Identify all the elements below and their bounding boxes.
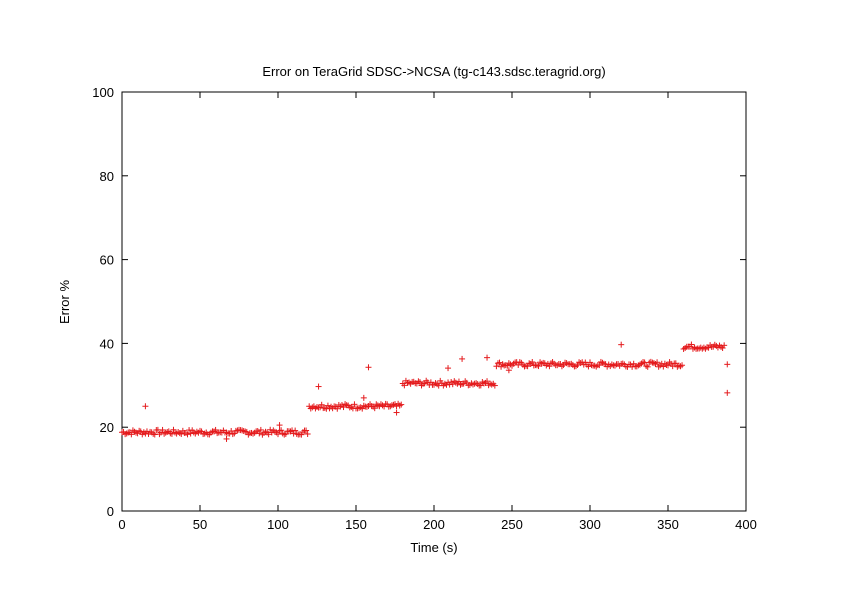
data-point — [393, 409, 400, 416]
data-point — [315, 383, 322, 390]
x-tick-label: 350 — [657, 517, 679, 532]
x-axis-label: Time (s) — [410, 540, 457, 555]
plot-frame — [121, 91, 747, 512]
y-axis-label: Error % — [57, 280, 72, 325]
data-point — [644, 363, 651, 370]
data-point — [240, 427, 247, 434]
data-point — [554, 362, 561, 369]
y-tick-label: 100 — [92, 85, 114, 100]
data-point — [159, 426, 166, 433]
data-points — [119, 341, 731, 442]
data-point — [276, 422, 283, 429]
data-point — [278, 427, 285, 434]
data-point — [371, 405, 378, 412]
data-point — [618, 341, 625, 348]
data-point — [491, 382, 498, 389]
data-point — [529, 359, 536, 366]
data-point — [535, 363, 542, 370]
data-point — [677, 363, 684, 370]
y-tick-label: 0 — [107, 504, 114, 519]
data-point — [516, 359, 523, 366]
data-point — [665, 362, 671, 369]
data-point — [679, 362, 686, 369]
data-point — [239, 427, 246, 434]
x-tick-label: 100 — [267, 517, 289, 532]
data-point — [401, 382, 408, 389]
data-point — [265, 431, 272, 438]
data-point — [357, 404, 364, 411]
data-point — [477, 382, 484, 389]
data-point — [494, 360, 501, 367]
x-tick-label: 50 — [193, 517, 207, 532]
data-point — [445, 365, 452, 372]
data-point — [585, 363, 592, 370]
data-point — [162, 429, 169, 436]
data-point — [537, 359, 544, 366]
y-tick-label: 40 — [100, 336, 114, 351]
x-tick-label: 200 — [423, 517, 445, 532]
data-point — [691, 344, 698, 351]
y-tick-label: 80 — [100, 169, 114, 184]
data-point — [630, 360, 637, 367]
data-point — [318, 401, 325, 408]
data-point — [724, 389, 731, 396]
data-point — [334, 405, 341, 412]
data-point — [650, 360, 657, 367]
data-point — [593, 363, 600, 370]
data-point — [484, 354, 491, 361]
data-point — [351, 401, 358, 408]
data-point — [672, 360, 679, 367]
x-tick-label: 400 — [735, 517, 757, 532]
y-tick-label: 20 — [100, 420, 114, 435]
data-point — [718, 343, 725, 350]
data-point — [505, 367, 512, 374]
data-point — [184, 431, 191, 438]
data-point — [398, 401, 405, 408]
data-point — [142, 403, 149, 410]
data-point — [257, 426, 264, 433]
data-point — [688, 341, 695, 348]
data-point — [365, 364, 372, 371]
data-point — [229, 431, 236, 438]
data-point — [172, 429, 179, 436]
data-point — [533, 362, 540, 369]
x-tick-label: 300 — [579, 517, 601, 532]
data-point — [660, 363, 667, 370]
axis-ticks: 0 50 100 150 200 250 300 350 400 0 20 40 60 80 100 — [92, 85, 757, 532]
data-point — [178, 430, 185, 437]
data-point — [654, 359, 661, 366]
data-point — [379, 402, 386, 409]
data-point — [724, 361, 731, 368]
data-point — [484, 378, 491, 385]
data-point — [223, 435, 230, 442]
x-tick-label: 0 — [118, 517, 125, 532]
y-tick-label: 60 — [100, 253, 114, 268]
x-tick-label: 150 — [345, 517, 367, 532]
data-point — [243, 428, 250, 435]
data-point — [304, 431, 311, 438]
data-point — [591, 362, 598, 369]
data-point — [682, 344, 689, 351]
data-point — [434, 381, 441, 388]
data-point — [721, 342, 728, 349]
data-point — [128, 431, 135, 438]
x-tick-label: 250 — [501, 517, 523, 532]
data-point — [292, 427, 299, 434]
data-point — [212, 426, 219, 433]
data-point — [596, 362, 603, 369]
data-point — [281, 431, 288, 438]
data-point — [123, 430, 130, 437]
chart-title: Error on TeraGrid SDSC->NCSA (tg-c143.sd… — [262, 64, 605, 79]
data-point — [275, 431, 281, 438]
data-point — [416, 379, 423, 386]
data-point — [488, 381, 495, 388]
data-point — [702, 345, 709, 352]
data-point — [459, 355, 466, 362]
data-point — [455, 378, 462, 385]
data-point — [496, 359, 503, 366]
data-point — [360, 394, 367, 401]
data-point — [674, 363, 681, 370]
data-point — [303, 427, 310, 434]
